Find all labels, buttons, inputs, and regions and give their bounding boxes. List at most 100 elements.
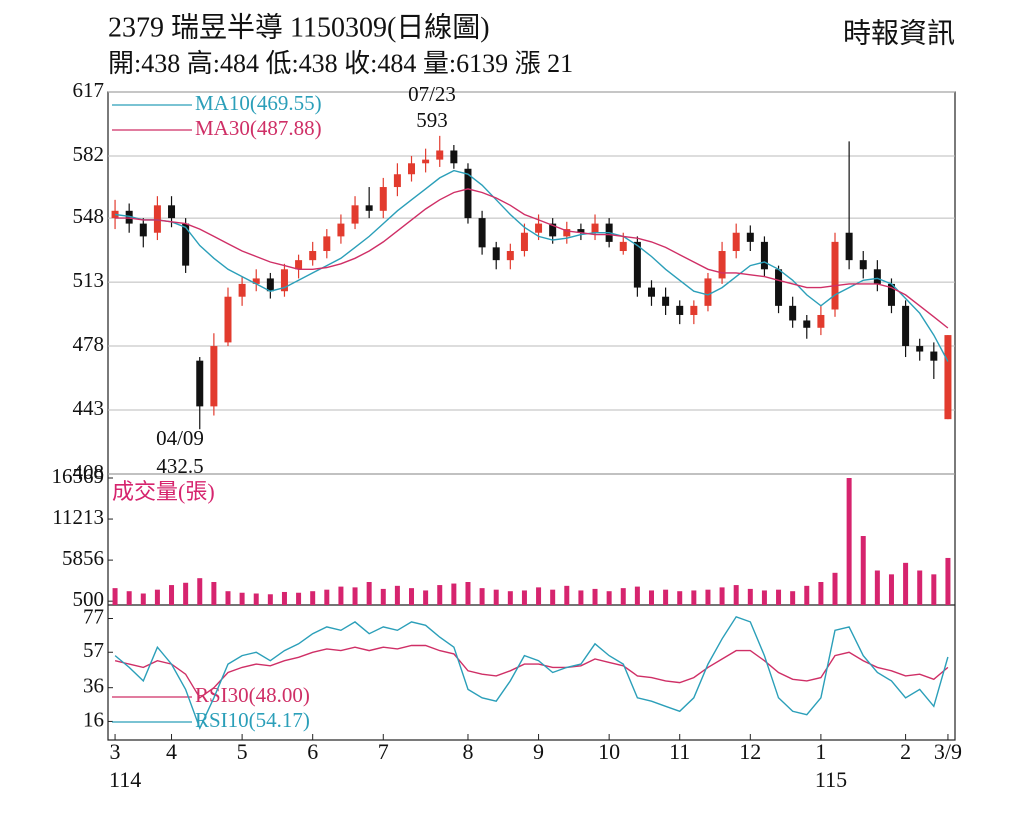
candle-body <box>309 251 317 261</box>
y-tick-label: 548 <box>73 204 105 228</box>
candle-body <box>408 163 416 175</box>
candle-body <box>873 269 881 284</box>
y-tick-label: 513 <box>73 268 105 292</box>
y-tick-label: 16 <box>83 707 104 731</box>
volume-bar <box>620 588 626 605</box>
candle-body <box>210 346 218 407</box>
x-tick-label: 2 <box>900 739 911 764</box>
volume-bar <box>324 589 330 605</box>
volume-bar <box>169 585 175 605</box>
volume-bar <box>634 586 640 605</box>
candle-body <box>139 223 147 237</box>
candle-body <box>280 269 288 292</box>
candle-body <box>549 223 557 237</box>
legend-entry: RSI30(48.00) <box>195 683 310 707</box>
volume-bar <box>606 591 612 605</box>
candle-body <box>379 187 387 211</box>
year-label: 115 <box>815 767 847 792</box>
candle-body <box>916 346 924 352</box>
volume-bar <box>648 590 654 605</box>
volume-bar <box>888 574 894 605</box>
candle-body <box>902 305 910 347</box>
volume-bar <box>945 557 951 605</box>
series-line <box>114 644 949 699</box>
source: 時報資訊 <box>843 17 955 49</box>
x-tick-label: 1 <box>815 739 826 764</box>
candle-body <box>266 278 274 292</box>
annotation: 07/23 <box>408 82 456 106</box>
x-tick-label: 6 <box>307 739 318 764</box>
y-tick-label: 11213 <box>52 505 104 529</box>
volume-bar <box>931 574 937 605</box>
volume-bar <box>719 587 725 605</box>
candle-body <box>831 241 839 310</box>
volume-bar <box>112 588 118 605</box>
volume-bar <box>211 582 217 605</box>
volume-bar <box>733 585 739 605</box>
volume-bar <box>366 582 372 605</box>
volume-bar <box>465 582 471 605</box>
annotation: 593 <box>416 108 448 132</box>
candle-body <box>760 241 768 270</box>
candle-body <box>365 205 373 211</box>
volume-bar <box>705 589 711 605</box>
volume-bar <box>832 572 838 605</box>
candle-body <box>125 210 133 224</box>
year-label: 114 <box>109 767 141 792</box>
volume-bar <box>860 536 866 605</box>
y-tick-label: 77 <box>83 604 104 628</box>
volume-bar <box>677 591 683 605</box>
volume-bar <box>197 578 203 605</box>
y-tick-label: 408 <box>73 460 105 484</box>
candle-body <box>450 150 458 164</box>
volume-bar <box>183 582 189 605</box>
candle-body <box>478 218 486 248</box>
candle-body <box>633 241 641 288</box>
candle-body <box>436 150 444 160</box>
volume-bar <box>380 588 386 605</box>
annotation: 432.5 <box>156 454 203 478</box>
candle-body <box>520 232 528 252</box>
x-tick-label: 3 <box>110 739 121 764</box>
candle-body <box>930 351 938 361</box>
volume-bar <box>776 589 782 605</box>
legend-entry: MA10(469.55) <box>195 91 322 115</box>
y-tick-label: 36 <box>83 674 104 698</box>
candle-body <box>789 305 797 321</box>
volume-bar <box>578 590 584 605</box>
candle-body <box>238 283 246 297</box>
volume-bar <box>903 562 909 605</box>
candle-body <box>732 232 740 252</box>
volume-bar <box>239 592 245 605</box>
candle-body <box>422 159 430 164</box>
volume-bar <box>550 589 556 605</box>
y-tick-label: 5856 <box>62 546 104 570</box>
volume-bar <box>437 585 443 605</box>
candle-body <box>182 223 190 266</box>
candle-body <box>506 251 514 261</box>
candle-body <box>662 296 670 306</box>
volume-bar <box>154 589 160 605</box>
series-line <box>115 169 949 362</box>
volume-bar <box>394 585 400 605</box>
x-tick-label: 8 <box>462 739 473 764</box>
candle-body <box>492 247 500 261</box>
candle-body <box>775 269 783 306</box>
candle-body <box>619 241 627 252</box>
candle-body <box>393 174 401 188</box>
volume-bar <box>281 591 287 605</box>
candle-body <box>224 296 232 343</box>
x-tick-label: 3/9 <box>934 739 962 764</box>
x-tick-label: 4 <box>166 739 177 764</box>
candle-body <box>351 205 359 224</box>
chart-title: 2379 瑞昱半導 1150309(日線圖) <box>108 11 490 43</box>
candle-body <box>464 168 472 219</box>
volume-bar <box>479 588 485 605</box>
candle-body <box>803 320 811 328</box>
candle-body <box>676 305 684 315</box>
volume-bar <box>521 590 527 605</box>
candle-body <box>295 260 303 270</box>
candle-body <box>252 278 260 284</box>
panel-title: 成交量(張) <box>112 479 215 504</box>
